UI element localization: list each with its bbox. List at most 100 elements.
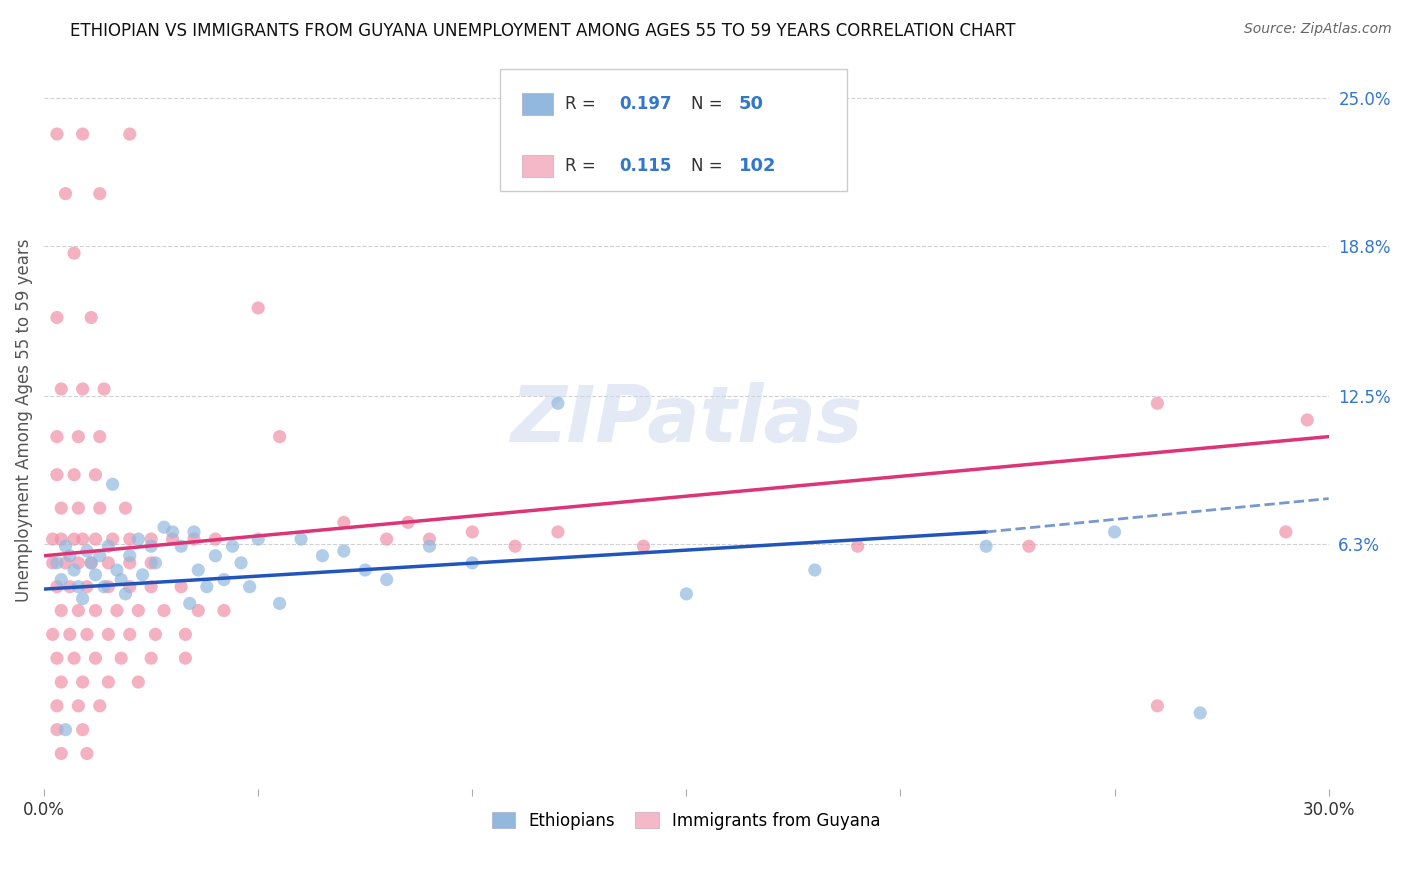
Point [46, 429, 69, 443]
Point [118, 549, 141, 563]
Point [239, 580, 262, 594]
Point [174, 627, 197, 641]
Point [547, 396, 569, 410]
Text: R =: R = [565, 157, 602, 175]
Point [72, 382, 94, 396]
Point [72, 532, 94, 546]
Point [63, 246, 86, 260]
Point [174, 651, 197, 665]
Point [1146, 396, 1168, 410]
FancyBboxPatch shape [522, 154, 553, 177]
Point [375, 573, 398, 587]
Point [59, 549, 82, 563]
Point [89, 429, 111, 443]
Point [55, 186, 77, 201]
Point [97, 556, 120, 570]
Point [76, 747, 98, 761]
Point [59, 627, 82, 641]
Point [67, 429, 90, 443]
Point [67, 603, 90, 617]
Point [76, 627, 98, 641]
Point [141, 539, 163, 553]
Point [170, 539, 193, 553]
Point [89, 698, 111, 713]
Point [84, 651, 107, 665]
Point [93, 382, 115, 396]
Point [1296, 413, 1319, 427]
Point [118, 580, 141, 594]
Point [89, 186, 111, 201]
Point [247, 532, 270, 546]
Point [46, 698, 69, 713]
Point [141, 556, 163, 570]
Text: ETHIOPIAN VS IMMIGRANTS FROM GUYANA UNEMPLOYMENT AMONG AGES 55 TO 59 YEARS CORRE: ETHIOPIAN VS IMMIGRANTS FROM GUYANA UNEM… [70, 22, 1015, 40]
Point [84, 467, 107, 482]
Point [118, 532, 141, 546]
Point [105, 603, 128, 617]
Point [67, 501, 90, 516]
Point [76, 544, 98, 558]
Point [72, 723, 94, 737]
Point [1104, 524, 1126, 539]
Point [41, 627, 63, 641]
Point [187, 563, 209, 577]
Point [72, 591, 94, 606]
Point [55, 723, 77, 737]
Point [974, 539, 997, 553]
Point [153, 603, 176, 617]
Point [89, 549, 111, 563]
Point [55, 539, 77, 553]
Point [84, 603, 107, 617]
Point [846, 539, 869, 553]
Point [51, 747, 73, 761]
Point [141, 532, 163, 546]
Point [46, 651, 69, 665]
Point [63, 532, 86, 546]
Point [418, 539, 440, 553]
Point [1018, 539, 1040, 553]
Text: 0.115: 0.115 [619, 157, 672, 175]
Point [114, 501, 136, 516]
Point [67, 580, 90, 594]
Point [97, 539, 120, 553]
Point [269, 429, 291, 443]
Point [63, 563, 86, 577]
Point [76, 580, 98, 594]
Point [141, 651, 163, 665]
Point [547, 524, 569, 539]
Point [51, 382, 73, 396]
Point [247, 301, 270, 315]
Point [204, 549, 226, 563]
Point [67, 556, 90, 570]
Point [67, 698, 90, 713]
Point [51, 675, 73, 690]
Point [153, 520, 176, 534]
Point [72, 127, 94, 141]
Y-axis label: Unemployment Among Ages 55 to 59 years: Unemployment Among Ages 55 to 59 years [15, 238, 32, 602]
Point [127, 532, 149, 546]
Point [59, 580, 82, 594]
Point [110, 651, 132, 665]
Point [141, 580, 163, 594]
Point [80, 310, 103, 325]
Text: ZIPatlas: ZIPatlas [510, 382, 862, 458]
Point [110, 573, 132, 587]
Point [183, 532, 205, 546]
Point [46, 580, 69, 594]
Text: 0.197: 0.197 [619, 95, 672, 113]
Point [195, 580, 218, 594]
Point [118, 627, 141, 641]
Text: N =: N = [692, 95, 728, 113]
Point [55, 556, 77, 570]
Point [89, 501, 111, 516]
Point [212, 603, 235, 617]
Point [162, 532, 184, 546]
Point [114, 587, 136, 601]
Point [63, 651, 86, 665]
FancyBboxPatch shape [501, 70, 846, 191]
Point [118, 127, 141, 141]
Point [51, 501, 73, 516]
Point [461, 556, 484, 570]
Point [396, 516, 419, 530]
Point [375, 532, 398, 546]
